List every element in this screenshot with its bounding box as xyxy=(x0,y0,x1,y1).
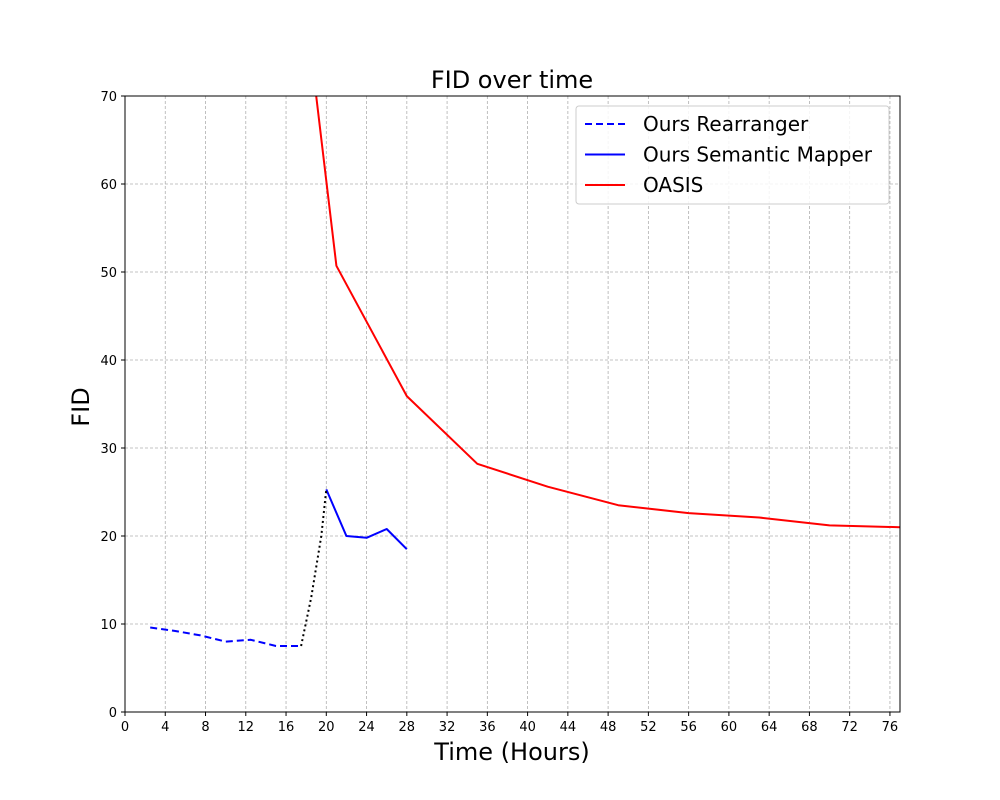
x-tick-label: 72 xyxy=(841,720,858,735)
y-axis-ticks: 0 10 20 30 40 50 60 70 xyxy=(100,90,125,721)
y-tick-label: 50 xyxy=(100,266,117,281)
series-lines xyxy=(150,95,901,647)
y-tick-label: 30 xyxy=(100,442,117,457)
x-axis-ticks: 0 4 8 12 16 20 24 28 32 36 40 44 48 52 56 60 64 68 72 76 xyxy=(121,712,898,735)
chart-title: FID over time xyxy=(431,66,593,94)
x-tick-label: 64 xyxy=(761,720,778,735)
x-tick-label: 0 xyxy=(121,720,129,735)
y-tick-label: 10 xyxy=(100,618,117,633)
legend-label: OASIS xyxy=(643,173,703,197)
x-tick-label: 4 xyxy=(161,720,169,735)
y-tick-label: 40 xyxy=(100,354,117,369)
x-tick-label: 60 xyxy=(721,720,738,735)
x-tick-label: 12 xyxy=(238,720,255,735)
x-axis-title: Time (Hours) xyxy=(433,738,589,766)
y-tick-label: 20 xyxy=(100,530,117,545)
x-tick-label: 76 xyxy=(882,720,899,735)
x-tick-label: 32 xyxy=(439,720,456,735)
connector-line xyxy=(300,489,328,647)
series-line-ours-rearranger xyxy=(150,626,302,647)
x-tick-label: 44 xyxy=(560,720,577,735)
legend-label: Ours Semantic Mapper xyxy=(643,143,873,167)
legend: Ours Rearranger Ours Semantic Mapper OASIS xyxy=(575,105,890,205)
x-tick-label: 20 xyxy=(318,720,335,735)
x-tick-label: 8 xyxy=(201,720,209,735)
x-tick-label: 52 xyxy=(640,720,657,735)
x-tick-label: 40 xyxy=(519,720,536,735)
series-line-ours-semantic-mapper xyxy=(325,489,408,550)
y-axis-title: FID xyxy=(67,387,95,426)
y-tick-label: 0 xyxy=(109,706,117,721)
series-line-oasis xyxy=(315,95,901,529)
x-tick-label: 36 xyxy=(479,720,496,735)
y-tick-label: 60 xyxy=(100,178,117,193)
x-tick-label: 48 xyxy=(600,720,617,735)
legend-label: Ours Rearranger xyxy=(643,112,809,136)
x-tick-label: 28 xyxy=(399,720,416,735)
legend-box xyxy=(575,105,890,205)
x-tick-label: 16 xyxy=(278,720,295,735)
x-tick-label: 68 xyxy=(801,720,818,735)
x-tick-label: 24 xyxy=(358,720,375,735)
y-tick-label: 70 xyxy=(100,90,117,105)
plot-frame xyxy=(124,95,901,713)
x-tick-label: 56 xyxy=(680,720,697,735)
